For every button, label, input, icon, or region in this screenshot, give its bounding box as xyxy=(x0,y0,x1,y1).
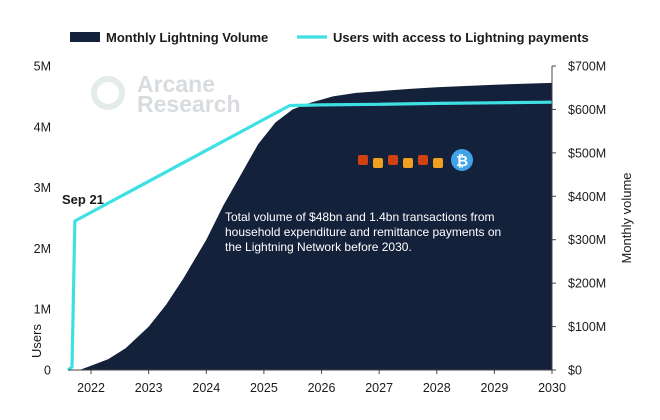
legend: Monthly Lightning Volume Users with acces… xyxy=(70,30,589,45)
watermark-glyph xyxy=(373,158,383,168)
x-tick-label: 2025 xyxy=(250,381,278,395)
logo-center-icon xyxy=(101,86,115,100)
watermark-glyph xyxy=(358,155,368,165)
x-tick-label: 2022 xyxy=(77,381,105,395)
y-right-tick-label: $100M xyxy=(568,320,606,334)
x-tick-label: 2026 xyxy=(308,381,336,395)
legend-label-users: Users with access to Lightning payments xyxy=(333,30,589,45)
x-tick-label: 2030 xyxy=(538,381,566,395)
y-left-axis-title: Users xyxy=(29,324,44,358)
legend-swatch-volume xyxy=(70,32,100,42)
y-left-tick-label: 2M xyxy=(34,242,51,256)
y-right-tick-label: $700M xyxy=(568,60,606,74)
y-right-tick-label: $500M xyxy=(568,146,606,160)
y-right-tick-label: $200M xyxy=(568,277,606,291)
watermark-logo: ₿ xyxy=(358,149,473,171)
y-right-axis-title: Monthly volume xyxy=(619,172,634,263)
watermark-glyph xyxy=(388,155,398,165)
x-tick-label: 2028 xyxy=(423,381,451,395)
annotation-line: Total volume of $48bn and 1.4bn transact… xyxy=(225,210,495,224)
bitcoin-icon xyxy=(451,149,473,171)
y-right-tick-label: $300M xyxy=(568,233,606,247)
legend-label-volume: Monthly Lightning Volume xyxy=(106,30,268,45)
annotation-line: household expenditure and remittance pay… xyxy=(225,225,501,239)
volume-area xyxy=(79,82,552,371)
y-left-tick-label: 1M xyxy=(34,303,51,317)
annotation-line: the Lightning Network before 2030. xyxy=(225,240,412,254)
logo-text: Research xyxy=(137,91,241,117)
sep21-callout: Sep 21 xyxy=(62,192,104,207)
bitcoin-symbol-icon: ₿ xyxy=(456,153,468,170)
y-left-tick-label: 4M xyxy=(34,120,51,134)
logo-ring-icon xyxy=(91,76,125,110)
y-right-tick-label: $400M xyxy=(568,190,606,204)
y-right-tick-label: $600M xyxy=(568,103,606,117)
watermark-glyph xyxy=(433,158,443,168)
watermark-glyph xyxy=(403,158,413,168)
y-right-tick-label: $0 xyxy=(568,364,582,378)
x-tick-label: 2024 xyxy=(192,381,220,395)
users-line xyxy=(67,100,553,372)
x-tick-label: 2029 xyxy=(480,381,508,395)
x-tick-label: 2027 xyxy=(365,381,393,395)
y-left-tick-label: 0 xyxy=(44,364,51,378)
volume-annotation: Total volume of $48bn and 1.4bn transact… xyxy=(225,210,501,254)
watermark-glyph xyxy=(418,155,428,165)
x-tick-label: 2023 xyxy=(135,381,163,395)
y-left-tick-label: 5M xyxy=(34,60,51,74)
logo-text: Arcane xyxy=(137,71,215,97)
y-left-tick-label: 3M xyxy=(34,181,51,195)
